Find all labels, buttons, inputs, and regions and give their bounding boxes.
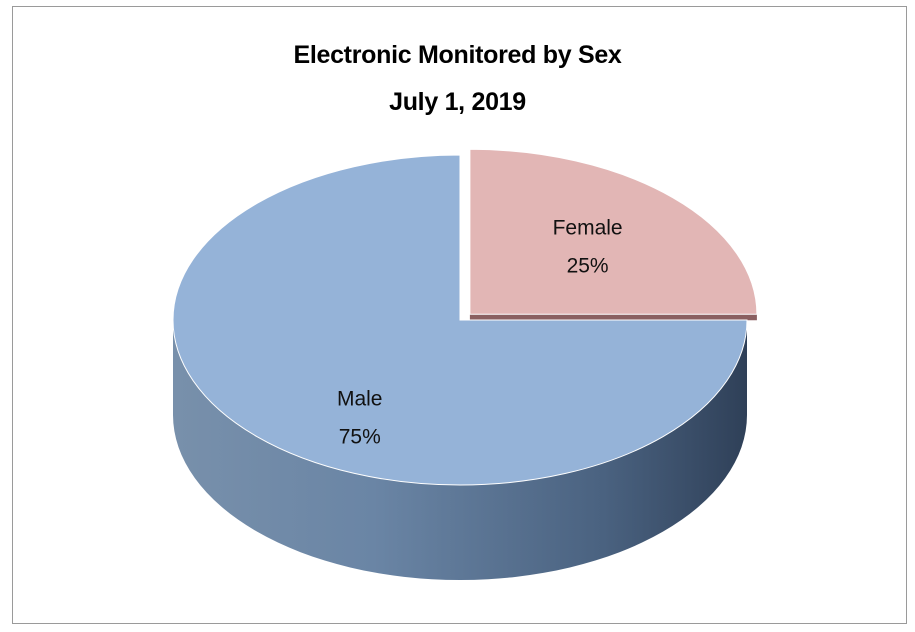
chart-subtitle: July 1, 2019 xyxy=(389,88,526,116)
slice-percent-male: 75% xyxy=(339,426,381,449)
slice-label-male: Male xyxy=(337,388,383,411)
pie-side-male xyxy=(173,320,747,580)
pie-slice-female xyxy=(469,148,758,315)
slice-percent-female: 25% xyxy=(567,255,609,278)
pie-edge-female xyxy=(469,314,757,321)
pie-slice-male xyxy=(172,154,748,486)
slice-label-female: Female xyxy=(553,217,623,240)
chart-title: Electronic Monitored by Sex xyxy=(293,41,622,69)
